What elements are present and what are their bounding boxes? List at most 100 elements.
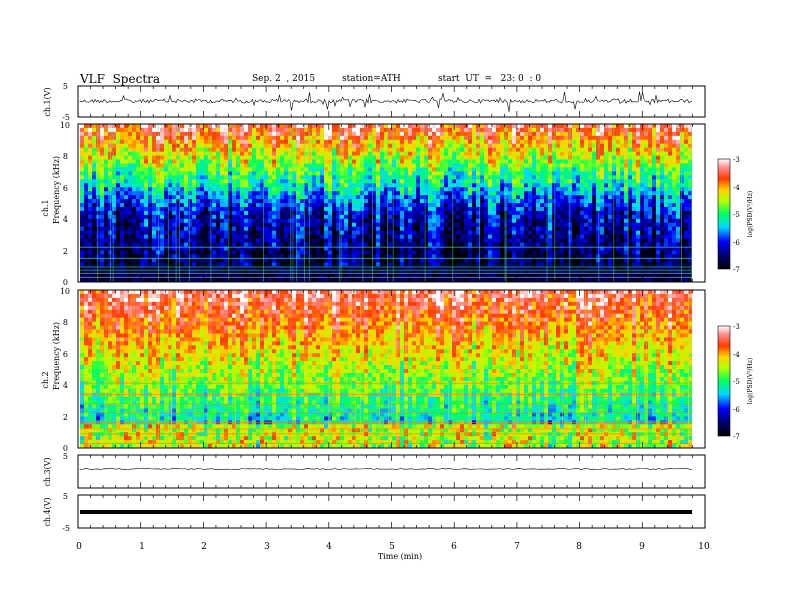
spectrogram-cell bbox=[396, 203, 401, 208]
spectrogram-cell bbox=[236, 151, 241, 157]
spectrogram-cell bbox=[228, 187, 233, 192]
spectrogram-cell bbox=[480, 187, 485, 192]
spectrogram-cell bbox=[344, 278, 349, 283]
spectrogram-cell bbox=[576, 218, 581, 224]
spectrogram-cell bbox=[88, 151, 93, 157]
spectrogram-cell bbox=[288, 191, 293, 196]
spectrogram-cell bbox=[376, 167, 381, 172]
spectrogram-cell bbox=[380, 167, 385, 172]
spectrogram-cell bbox=[184, 139, 189, 145]
spectrogram-cell bbox=[176, 163, 181, 168]
spectrogram-cell bbox=[236, 270, 241, 275]
spectrogram-cell bbox=[332, 238, 337, 243]
spectrogram-cell bbox=[216, 135, 221, 141]
spectrogram-cell bbox=[364, 127, 369, 133]
spectrogram-cell bbox=[564, 135, 569, 141]
spectrogram-cell bbox=[92, 199, 97, 204]
spectrogram-cell bbox=[440, 270, 445, 275]
spectrogram-cell bbox=[136, 175, 141, 180]
spectrogram-cell bbox=[184, 238, 189, 243]
spectrogram-cell bbox=[248, 206, 253, 212]
spectrogram-cell bbox=[304, 222, 309, 228]
spectrogram-cell bbox=[572, 250, 577, 255]
spectrogram-cell bbox=[500, 218, 505, 224]
spectrogram-cell bbox=[348, 250, 353, 255]
spectrogram-cell bbox=[340, 203, 345, 208]
spectrogram-cell bbox=[216, 206, 221, 212]
spectrogram-cell bbox=[284, 206, 289, 212]
spectrogram-cell bbox=[456, 206, 461, 212]
spectrogram-cell bbox=[152, 278, 157, 283]
spectrogram-cell bbox=[236, 242, 241, 247]
spectrogram-cell bbox=[328, 147, 333, 153]
spectrogram-cell bbox=[448, 143, 453, 149]
spectrogram-cell bbox=[152, 135, 157, 141]
spectrogram-cell bbox=[556, 214, 561, 220]
spectrogram-cell bbox=[356, 242, 361, 247]
spectrogram-cell bbox=[256, 206, 261, 212]
spectrogram-cell bbox=[116, 266, 121, 271]
spectrogram-cell bbox=[384, 234, 389, 240]
spectrogram-cell bbox=[360, 171, 365, 176]
spectrogram-cell bbox=[192, 167, 197, 172]
spectrogram-cell bbox=[308, 203, 313, 208]
spectrogram-cell bbox=[236, 230, 241, 236]
spectrogram-cell bbox=[196, 222, 201, 228]
spectrogram-cell bbox=[252, 143, 257, 149]
spectrogram-cell bbox=[512, 258, 517, 263]
spectrogram-cell bbox=[356, 187, 361, 192]
spectrogram-cell bbox=[428, 230, 433, 236]
spectrogram-cell bbox=[392, 155, 397, 161]
spectrogram-cell bbox=[564, 254, 569, 259]
spectrogram-cell bbox=[224, 163, 229, 168]
spectrogram-cell bbox=[144, 147, 149, 153]
spectrogram-cell bbox=[96, 210, 101, 216]
spectrogram-cell bbox=[416, 183, 421, 188]
spectrogram-cell bbox=[228, 274, 233, 279]
spectrogram-cell bbox=[556, 278, 561, 283]
spectrogram-cell bbox=[400, 199, 405, 204]
spectrogram-cell bbox=[452, 270, 457, 275]
spectrogram-cell bbox=[176, 143, 181, 149]
spectrogram-cell bbox=[308, 274, 313, 279]
spectrogram-cell bbox=[464, 163, 469, 168]
spectrogram-cell bbox=[292, 199, 297, 204]
spectrogram-cell bbox=[268, 135, 273, 141]
spectrogram-cell bbox=[228, 230, 233, 236]
spectrogram-cell bbox=[344, 159, 349, 164]
spectrogram-cell bbox=[476, 127, 481, 133]
spectrogram-cell bbox=[220, 278, 225, 283]
spectrogram-cell bbox=[544, 167, 549, 172]
spectrogram-cell bbox=[396, 167, 401, 172]
spectrogram-cell bbox=[284, 175, 289, 180]
spectrogram-cell bbox=[368, 246, 373, 251]
spectrogram-cell bbox=[448, 199, 453, 204]
spectrogram-cell bbox=[560, 195, 565, 200]
spectrogram-cell bbox=[324, 226, 329, 232]
spectrogram-cell bbox=[572, 203, 577, 208]
spectrogram-cell bbox=[544, 246, 549, 251]
spectrogram-cell bbox=[496, 124, 501, 129]
spectrogram-cell bbox=[168, 187, 173, 192]
spectrogram-cell bbox=[428, 175, 433, 180]
spectrogram-cell bbox=[212, 230, 217, 236]
spectrogram-cell bbox=[432, 266, 437, 271]
spectrogram-cell bbox=[320, 124, 325, 129]
spectrogram-cell bbox=[124, 274, 129, 279]
spectrogram-cell bbox=[368, 238, 373, 243]
spectrogram-cell bbox=[456, 238, 461, 243]
spectrogram-cell bbox=[524, 183, 529, 188]
spectrogram-cell bbox=[508, 262, 513, 267]
spectrogram-cell bbox=[296, 143, 301, 149]
spectrogram-cell bbox=[244, 203, 249, 208]
spectrogram-cell bbox=[104, 238, 109, 243]
spectrogram-cell bbox=[92, 143, 97, 149]
spectrogram-cell bbox=[280, 278, 285, 283]
spectrogram-cell bbox=[120, 199, 125, 204]
spectrogram-cell bbox=[392, 179, 397, 184]
spectrogram-cell bbox=[564, 218, 569, 224]
spectrogram-cell bbox=[540, 199, 545, 204]
spectrogram-cell bbox=[148, 147, 153, 153]
spectrogram-cell bbox=[568, 163, 573, 168]
spectrogram-cell bbox=[284, 238, 289, 243]
